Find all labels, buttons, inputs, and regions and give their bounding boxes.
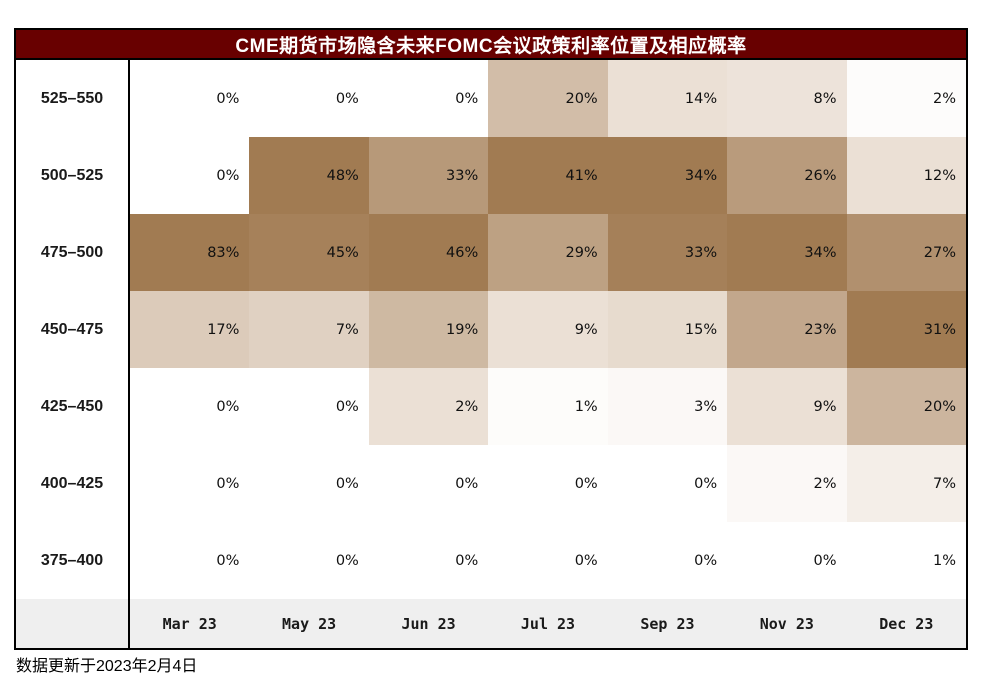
row-label: 500–525 bbox=[16, 137, 130, 214]
heatmap-cell: 0% bbox=[249, 522, 369, 599]
heatmap-cell: 0% bbox=[249, 60, 369, 137]
heatmap-cell: 33% bbox=[368, 137, 489, 214]
heatmap-cell: 1% bbox=[846, 522, 966, 599]
column-header: Dec 23 bbox=[846, 599, 966, 648]
heatmap-cell: 26% bbox=[727, 137, 847, 214]
column-header: Sep 23 bbox=[607, 599, 728, 648]
heatmap-cell: 14% bbox=[607, 60, 728, 137]
heatmap-cell: 48% bbox=[249, 137, 369, 214]
heatmap-cell: 0% bbox=[488, 445, 608, 522]
fomc-probability-table: CME期货市场隐含未来FOMC会议政策利率位置及相应概率 525–550 0% 0%… bbox=[14, 28, 968, 650]
row-label: 375–400 bbox=[16, 522, 130, 599]
heatmap-cell: 8% bbox=[727, 60, 847, 137]
heatmap-cell: 23% bbox=[727, 291, 847, 368]
heatmap-cell: 29% bbox=[488, 214, 608, 291]
heatmap-cell: 19% bbox=[368, 291, 489, 368]
heatmap-cell: 0% bbox=[368, 60, 489, 137]
heatmap-cell: 83% bbox=[130, 214, 250, 291]
column-header: Nov 23 bbox=[727, 599, 847, 648]
heatmap-cell: 0% bbox=[130, 522, 250, 599]
heatmap-cell: 12% bbox=[846, 137, 966, 214]
heatmap-cell: 9% bbox=[488, 291, 608, 368]
heatmap-cell: 7% bbox=[249, 291, 369, 368]
heatmap-cell: 31% bbox=[846, 291, 966, 368]
row-label: 400–425 bbox=[16, 445, 130, 522]
heatmap-cell: 0% bbox=[130, 60, 250, 137]
heatmap-cell: 0% bbox=[368, 445, 489, 522]
heatmap-cell: 45% bbox=[249, 214, 369, 291]
heatmap-cell: 27% bbox=[846, 214, 966, 291]
heatmap-cell: 20% bbox=[846, 368, 966, 445]
heatmap-cell: 0% bbox=[130, 368, 250, 445]
column-header: May 23 bbox=[249, 599, 369, 648]
heatmap-cell: 46% bbox=[368, 214, 489, 291]
data-updated-note: 数据更新于2023年2月4日 bbox=[16, 658, 198, 675]
heatmap-cell: 1% bbox=[488, 368, 608, 445]
heatmap-cell: 2% bbox=[727, 445, 847, 522]
heatmap-cell: 17% bbox=[130, 291, 250, 368]
heatmap-cell: 0% bbox=[249, 368, 369, 445]
heatmap-cell: 2% bbox=[368, 368, 489, 445]
heatmap-cell: 0% bbox=[727, 522, 847, 599]
heatmap-cell: 15% bbox=[607, 291, 728, 368]
heatmap-cell: 9% bbox=[727, 368, 847, 445]
heatmap-cell: 20% bbox=[488, 60, 608, 137]
heatmap-cell: 0% bbox=[368, 522, 489, 599]
table-title: CME期货市场隐含未来FOMC会议政策利率位置及相应概率 bbox=[16, 30, 966, 60]
heatmap-cell: 0% bbox=[249, 445, 369, 522]
heatmap-cell: 7% bbox=[846, 445, 966, 522]
heatmap-cell: 0% bbox=[607, 445, 728, 522]
heatmap-cell: 2% bbox=[846, 60, 966, 137]
column-header: Jun 23 bbox=[368, 599, 489, 648]
heatmap-cell: 33% bbox=[607, 214, 728, 291]
row-label: 525–550 bbox=[16, 60, 130, 137]
heatmap-cell: 0% bbox=[607, 522, 728, 599]
heatmap-cell: 0% bbox=[488, 522, 608, 599]
heatmap-cell: 0% bbox=[130, 137, 250, 214]
row-label: 425–450 bbox=[16, 368, 130, 445]
column-header: Jul 23 bbox=[488, 599, 608, 648]
heatmap-cell: 34% bbox=[727, 214, 847, 291]
heatmap-cell: 34% bbox=[607, 137, 728, 214]
row-label: 450–475 bbox=[16, 291, 130, 368]
heatmap-cell: 41% bbox=[488, 137, 608, 214]
heatmap-cell: 3% bbox=[607, 368, 728, 445]
heatmap-cell: 0% bbox=[130, 445, 250, 522]
header-corner-cell bbox=[16, 599, 130, 648]
column-header: Mar 23 bbox=[130, 599, 250, 648]
row-label: 475–500 bbox=[16, 214, 130, 291]
heatmap-grid: 525–550 0% 0% 0% 20% 14% 8% 2% 500–525 0% 48% 33% 41… bbox=[16, 60, 966, 648]
